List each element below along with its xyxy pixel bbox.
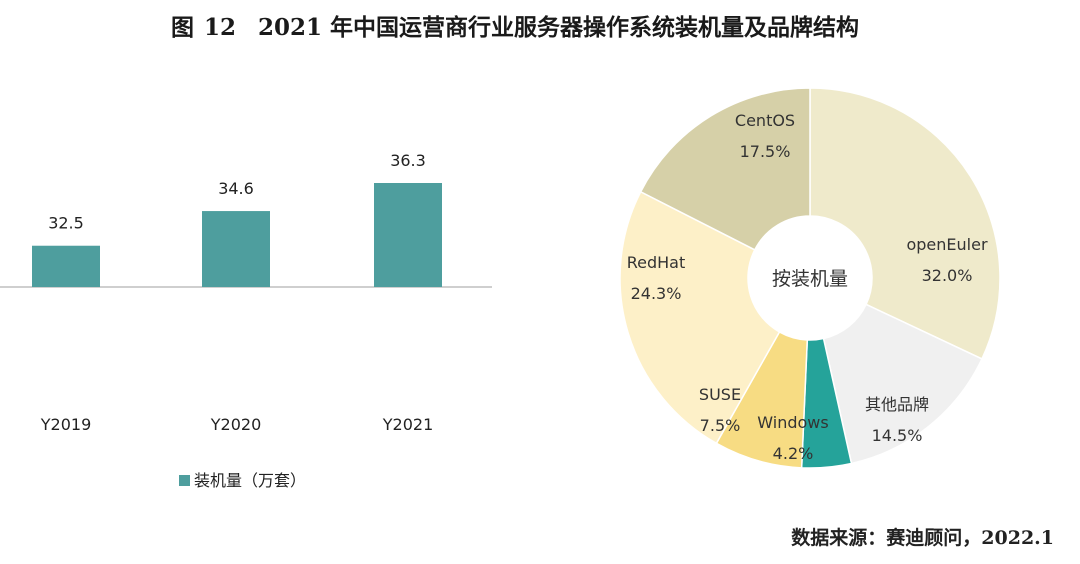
slice-value-label: 14.5% [872,426,923,445]
x-tick-label: Y2021 [382,415,434,434]
source-note: 数据来源：赛迪顾问，2022.1 [791,527,1054,549]
donut-chart: openEuler 32.0% 其他品牌 14.5% Windows 4.2% SUSE 7.… [619,87,1001,469]
figure-number: 12 [203,14,236,41]
donut-center-label: 按装机量 [772,268,848,290]
slice-value-label: 32.0% [922,266,973,285]
bar-chart: 32.5 34.6 36.3 [0,151,492,288]
legend-swatch [179,475,190,486]
bar-value-label: 36.3 [390,151,426,170]
legend-label: 装机量（万套） [194,471,306,490]
slice-name-label: SUSE [699,385,741,404]
slice-value-label: 17.5% [740,142,791,161]
x-tick-label: Y2020 [210,415,262,434]
bar-legend: 装机量（万套） [179,471,306,490]
x-axis-tick-labels: Y2019 Y2020 Y2021 [40,415,434,434]
donut-slice-其他品牌 [822,303,983,465]
slice-name-label: Windows [757,413,828,432]
slice-name-label: openEuler [906,235,987,254]
slice-name-label: CentOS [735,111,795,130]
bar-value-label: 34.6 [218,179,254,198]
x-tick-label: Y2019 [40,415,92,434]
slice-name-label: 其他品牌 [865,395,929,414]
slice-value-label: 24.3% [631,284,682,303]
slice-name-label: RedHat [627,253,686,272]
bar-Y2020 [202,211,270,287]
donut-slice-openEuler [809,87,1001,360]
donut-slice-CentOS [639,87,811,251]
figure-title: 图 12 2021 年中国运营商行业服务器操作系统装机量及品牌结构 [0,8,1030,42]
bar-value-label: 32.5 [48,214,84,233]
bar-Y2021 [374,183,442,287]
slice-value-label: 7.5% [700,416,741,435]
donut-slice-RedHat [619,190,781,445]
figure-label: 图 [170,14,194,41]
bar-Y2019 [32,245,100,287]
figure-title-text: 2021 年中国运营商行业服务器操作系统装机量及品牌结构 [257,14,860,41]
slice-value-label: 4.2% [773,444,814,463]
